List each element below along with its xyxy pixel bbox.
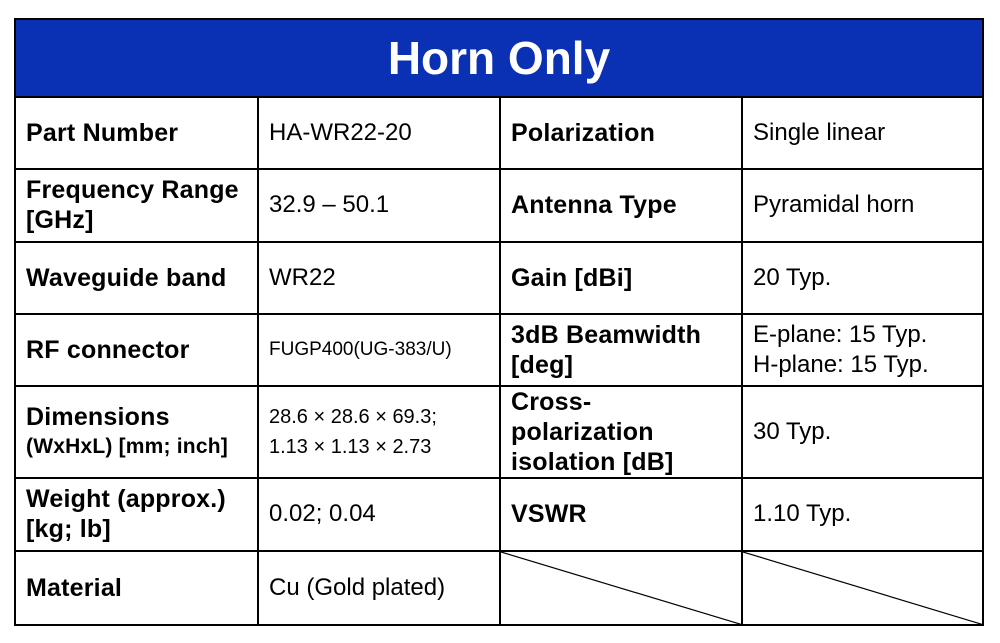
label-cross-polarization-line2: isolation [dB] <box>511 448 674 477</box>
value-dimensions-inch: 1.13 × 1.13 × 2.73 <box>269 436 432 459</box>
label-material: Material <box>16 551 259 624</box>
label-rf-connector: RF connector <box>16 315 259 388</box>
empty-cell-diagonal-2 <box>743 552 982 624</box>
value-vswr: 1.10 Typ. <box>743 479 982 552</box>
label-polarization: Polarization <box>501 98 743 171</box>
value-cross-polarization: 30 Typ. <box>743 387 982 480</box>
empty-cell-diagonal-1 <box>501 551 743 624</box>
label-weight-line2: [kg; lb] <box>26 515 111 544</box>
label-beamwidth-line1: 3dB Beamwidth <box>511 321 702 350</box>
label-waveguide-band: Waveguide band <box>16 242 259 315</box>
label-part-number: Part Number <box>16 98 259 171</box>
label-frequency-range-line2: [GHz] <box>26 206 94 235</box>
value-beamwidth-eplane: E-plane: 15 Typ. <box>753 321 928 349</box>
label-dimensions-line2: (WxHxL) [mm; inch] <box>26 435 228 459</box>
value-beamwidth-hplane: H-plane: 15 Typ. <box>753 351 929 379</box>
label-beamwidth-line2: [deg] <box>511 351 574 380</box>
label-frequency-range-line1: Frequency Range <box>26 176 239 205</box>
label-vswr: VSWR <box>501 479 743 552</box>
value-weight: 0.02; 0.04 <box>259 479 501 552</box>
value-rf-connector: FUGP400(UG-383/U) <box>259 315 501 388</box>
label-beamwidth: 3dB Beamwidth [deg] <box>501 315 743 388</box>
value-part-number: HA-WR22-20 <box>259 98 501 171</box>
label-weight-line1: Weight (approx.) <box>26 485 226 514</box>
label-frequency-range: Frequency Range [GHz] <box>16 170 259 243</box>
diagonal-line-icon <box>743 552 982 624</box>
value-polarization: Single linear <box>743 98 982 171</box>
value-waveguide-band: WR22 <box>259 242 501 315</box>
label-dimensions-line1: Dimensions <box>26 403 170 432</box>
label-cross-polarization-line1: Cross-polarization <box>511 388 654 447</box>
value-material: Cu (Gold plated) <box>259 551 501 624</box>
diagonal-line-icon <box>501 552 741 624</box>
value-dimensions: 28.6 × 28.6 × 69.3; 1.13 × 1.13 × 2.73 <box>259 387 501 480</box>
label-weight: Weight (approx.) [kg; lb] <box>16 479 259 552</box>
value-beamwidth: E-plane: 15 Typ. H-plane: 15 Typ. <box>743 315 982 388</box>
value-gain: 20 Typ. <box>743 243 982 315</box>
label-dimensions: Dimensions (WxHxL) [mm; inch] <box>16 387 259 480</box>
label-cross-polarization: Cross-polarization isolation [dB] <box>501 387 743 480</box>
value-dimensions-mm: 28.6 × 28.6 × 69.3; <box>269 406 437 429</box>
spec-table: Horn Only Part Number HA-WR22-20 Polariz… <box>14 18 984 626</box>
label-antenna-type: Antenna Type <box>501 170 743 243</box>
value-frequency-range: 32.9 – 50.1 <box>259 170 501 243</box>
label-gain: Gain [dBi] <box>501 242 743 315</box>
table-title: Horn Only <box>16 20 982 98</box>
value-antenna-type: Pyramidal horn <box>743 170 982 243</box>
spec-grid: Part Number HA-WR22-20 Polarization Sing… <box>16 98 982 624</box>
